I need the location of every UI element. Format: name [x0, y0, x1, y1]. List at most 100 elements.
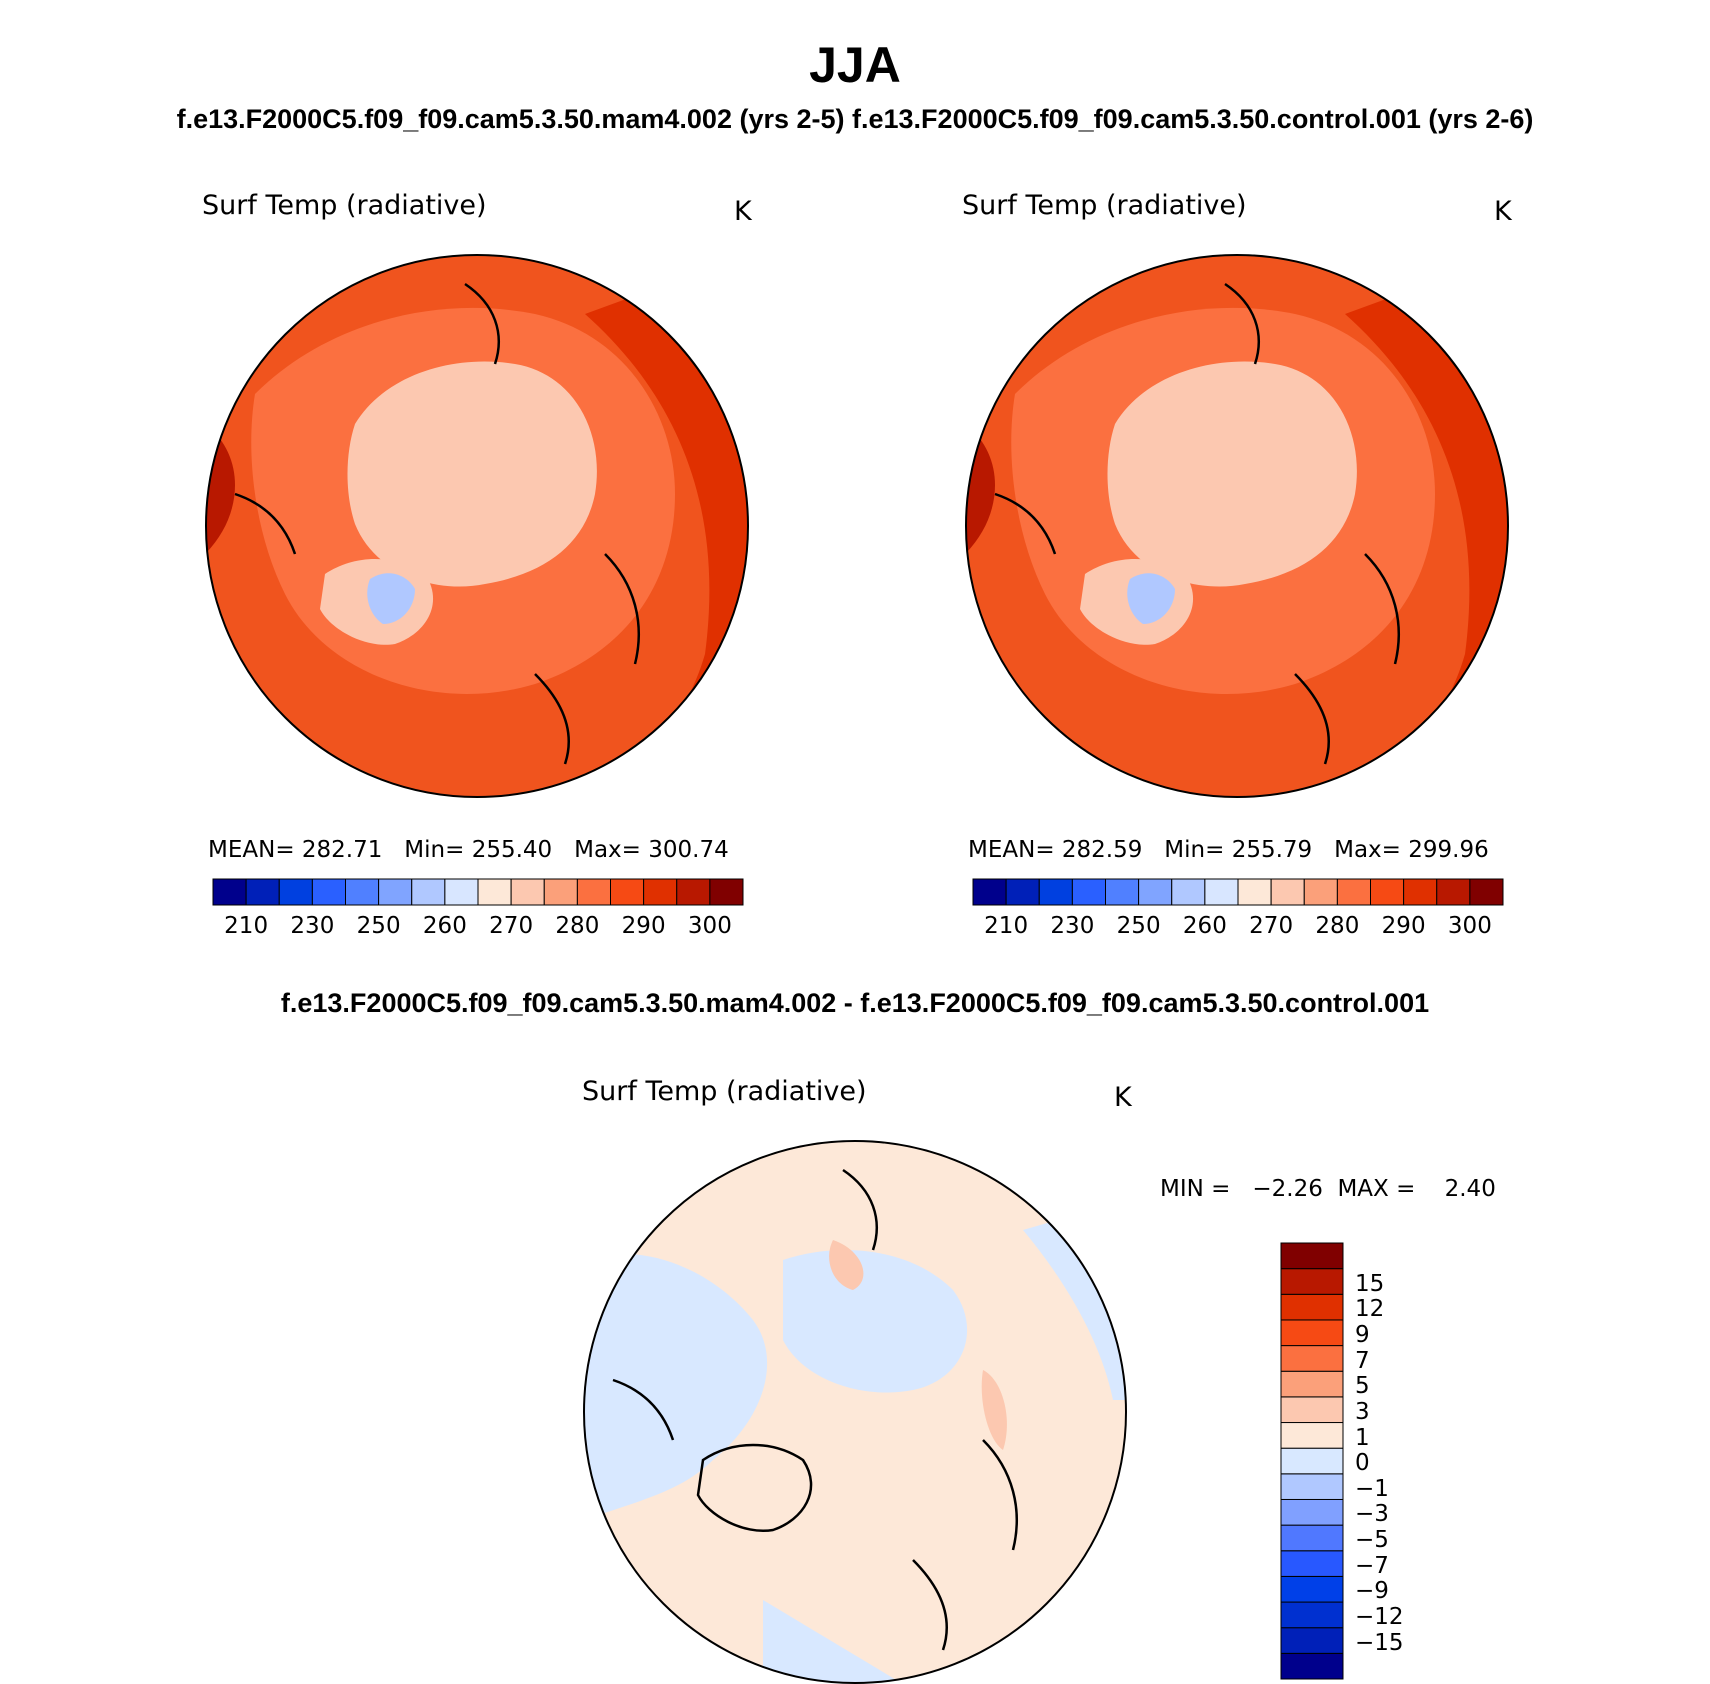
panel1-colorbar-tick-label: 260 [422, 913, 467, 939]
diff-units-label: K [1114, 1082, 1132, 1113]
panel2-colorbar-ticks: 210 230 250 260 270 280 290 300 [973, 913, 1503, 943]
panel2-colorbar-box [1336, 878, 1371, 906]
diff-colorbar-box [1280, 1601, 1344, 1629]
diff-colorbar-box [1280, 1319, 1344, 1347]
diff-colorbar-tick-label: 3 [1355, 1398, 1370, 1425]
panel1-colorbar-box [510, 878, 545, 906]
diff-stats: MIN = −2.26 MAX = 2.40 [1160, 1176, 1496, 1202]
diff-colorbar-box [1280, 1370, 1344, 1398]
panel1-units-label: K [734, 196, 752, 227]
panel1-colorbar-box [245, 878, 280, 906]
case-title: f.e13.F2000C5.f09_f09.cam5.3.50.mam4.002… [176, 104, 1534, 134]
panel2-colorbar-box [1204, 878, 1239, 906]
diff-positive-region-siberia [981, 1370, 1007, 1450]
diff-colorbar-box [1280, 1447, 1344, 1475]
panel2-colorbar-tick-label: 210 [984, 913, 1029, 939]
panel1-colorbar-box [278, 878, 313, 906]
panel1-colorbar-box [444, 878, 479, 906]
panel2-coastlines [994, 282, 1400, 765]
diff-negative-region-arctic [783, 1250, 968, 1393]
panel2-colorbar-box [1436, 878, 1471, 906]
diff-colorbar-tick-label: −3 [1355, 1501, 1389, 1528]
panel2-colorbar-box [1403, 878, 1438, 906]
diff-colorbar-box [1280, 1268, 1344, 1295]
panel2-warm-region [1345, 255, 1508, 797]
main-title: JJA [809, 37, 901, 93]
diff-colorbar-box [1280, 1498, 1344, 1526]
panel2-sea-ice-region [1107, 361, 1357, 587]
panel1-colorbar-box [643, 878, 678, 906]
panel2-colorbar-box [1270, 878, 1305, 906]
panel1-warm-region [585, 255, 748, 797]
panel1-colorbar-box [378, 878, 413, 906]
panel2-units-label: K [1494, 196, 1512, 227]
panel2-colorbar-box [1138, 878, 1173, 906]
panel2-colorbar [972, 878, 1504, 906]
panel1-colorbar [212, 878, 744, 906]
panel1-colorbar-tick-label: 270 [489, 913, 534, 939]
panel1-colorbar-tick-label: 230 [290, 913, 335, 939]
diff-colorbar-box [1280, 1652, 1344, 1680]
panel1-greenland-cold [367, 573, 415, 624]
diff-title: f.e13.F2000C5.f09_f09.cam5.3.50.mam4.002… [280, 988, 1430, 1018]
diff-variable-label: Surf Temp (radiative) [582, 1076, 867, 1107]
panel1-colorbar-tick-label: 280 [555, 913, 600, 939]
diff-colorbar-box [1280, 1524, 1344, 1552]
diff-colorbar [1280, 1242, 1344, 1680]
diff-coastlines [612, 1168, 1018, 1651]
panel1-colorbar-tick-label: 250 [356, 913, 401, 939]
panel1-colorbar-box [311, 878, 346, 906]
panel1-colorbar-box [411, 878, 446, 906]
panel1-colorbar-box [610, 878, 645, 906]
diff-colorbar-box [1280, 1627, 1344, 1654]
panel2-colorbar-tick-label: 280 [1315, 913, 1360, 939]
panel2-colorbar-tick-label: 230 [1050, 913, 1095, 939]
diff-colorbar-tick-label: −9 [1355, 1578, 1389, 1605]
panel1-colorbar-tick-label: 290 [621, 913, 666, 939]
diff-colorbar-tick-label: 0 [1355, 1450, 1370, 1477]
panel1-colorbar-tick-label: 300 [687, 913, 732, 939]
diff-negative-region-south [763, 1600, 903, 1683]
panel2-colorbar-box [1370, 878, 1405, 906]
diff-colorbar-tick-label: 15 [1355, 1270, 1385, 1297]
panel2-colorbar-box [1005, 878, 1040, 906]
panel1-polar-map [205, 254, 749, 798]
diff-colorbar-box [1280, 1345, 1344, 1372]
diff-colorbar-tick-label: −7 [1355, 1552, 1389, 1579]
diff-colorbar-tick-label: −5 [1355, 1527, 1389, 1554]
diff-colorbar-box [1280, 1422, 1344, 1449]
panel1-colorbar-box [576, 878, 611, 906]
panel1-sea-ice-region [347, 361, 597, 587]
diff-positive-region-alaska [829, 1240, 864, 1290]
panel2-colorbar-box [972, 878, 1007, 906]
panel2-greenland-cold [1127, 573, 1175, 624]
panel1-colorbar-box [212, 878, 247, 906]
panel2-map-border [965, 254, 1509, 798]
diff-colorbar-tick-label: −12 [1355, 1604, 1404, 1631]
panel2-colorbar-box [1469, 878, 1504, 906]
diff-colorbar-box [1280, 1550, 1344, 1577]
panel2-colorbar-tick-label: 250 [1116, 913, 1161, 939]
panel2-stats: MEAN= 282.59 Min= 255.79 Max= 299.96 [968, 837, 1489, 863]
panel1-stats: MEAN= 282.71 Min= 255.40 Max= 300.74 [208, 837, 729, 863]
panel2-colorbar-tick-label: 300 [1447, 913, 1492, 939]
diff-polar-map [583, 1140, 1127, 1684]
panel2-colorbar-box [1171, 878, 1206, 906]
panel2-colorbar-box [1105, 878, 1140, 906]
diff-colorbar-ticks: 15 12 9 7 5 3 1 0 −1 −3 −5 −7 −9 −12 −15 [1355, 1243, 1475, 1679]
panel1-colorbar-tick-label: 210 [224, 913, 269, 939]
panel2-colorbar-box [1071, 878, 1106, 906]
panel1-coastlines [234, 282, 640, 765]
panel1-colorbar-box [543, 878, 578, 906]
diff-colorbar-tick-label: 9 [1355, 1321, 1370, 1348]
diff-colorbar-box [1280, 1293, 1344, 1321]
diff-colorbar-box [1280, 1242, 1344, 1270]
panel1-variable-label: Surf Temp (radiative) [202, 190, 487, 221]
diff-colorbar-box [1280, 1396, 1344, 1424]
diff-colorbar-box [1280, 1473, 1344, 1500]
panel2-colorbar-tick-label: 290 [1381, 913, 1426, 939]
diff-colorbar-box [1280, 1575, 1344, 1603]
panel1-colorbar-box [345, 878, 380, 906]
panel1-colorbar-box [477, 878, 512, 906]
diff-colorbar-tick-label: 12 [1355, 1296, 1385, 1323]
